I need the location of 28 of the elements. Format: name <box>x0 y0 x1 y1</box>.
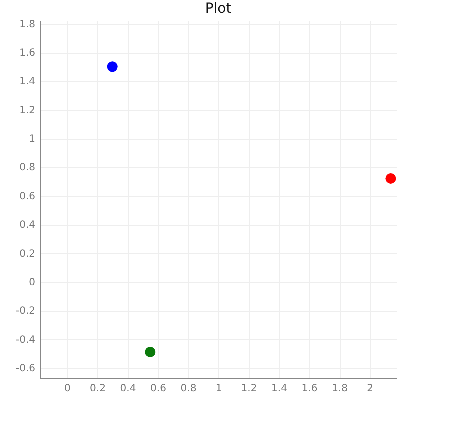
x-tick-label: 1.8 <box>332 384 348 394</box>
y-tick-label: -0.6 <box>16 363 36 374</box>
point <box>107 62 118 72</box>
y-tick-label: 1 <box>29 134 36 146</box>
x-tick-label: 0.2 <box>90 384 106 394</box>
y-tick-label: 0.4 <box>20 220 36 232</box>
x-tick-label: 1.4 <box>272 384 288 394</box>
point <box>145 346 156 358</box>
y-tick-label: -0.2 <box>16 306 36 318</box>
y-tick-label: 1.8 <box>20 19 36 30</box>
y-tick-label: 0.8 <box>20 162 36 174</box>
y-tick-label: 0.2 <box>20 248 36 260</box>
point <box>386 173 396 184</box>
x-tick-label: 2 <box>367 384 374 394</box>
x-tick-label: 0.4 <box>120 384 136 394</box>
x-tick-label: 0.6 <box>150 384 166 394</box>
y-tick-label: -0.4 <box>16 334 36 346</box>
y-tick-label: 0 <box>29 277 36 288</box>
y-tick-label: 1.6 <box>20 48 36 60</box>
y-tick-label: 0.6 <box>20 191 36 202</box>
x-tick-label: 1.2 <box>241 384 258 394</box>
y-tick-label: 1.2 <box>20 105 36 116</box>
y-tick-label: 1.4 <box>20 76 36 88</box>
x-tick-label: 1.6 <box>302 384 318 394</box>
chart-title: Plot <box>205 0 232 17</box>
x-tick-label: 1 <box>216 384 222 394</box>
x-tick-label: 0.8 <box>180 384 197 394</box>
x-tick-label: 0 <box>64 384 71 394</box>
